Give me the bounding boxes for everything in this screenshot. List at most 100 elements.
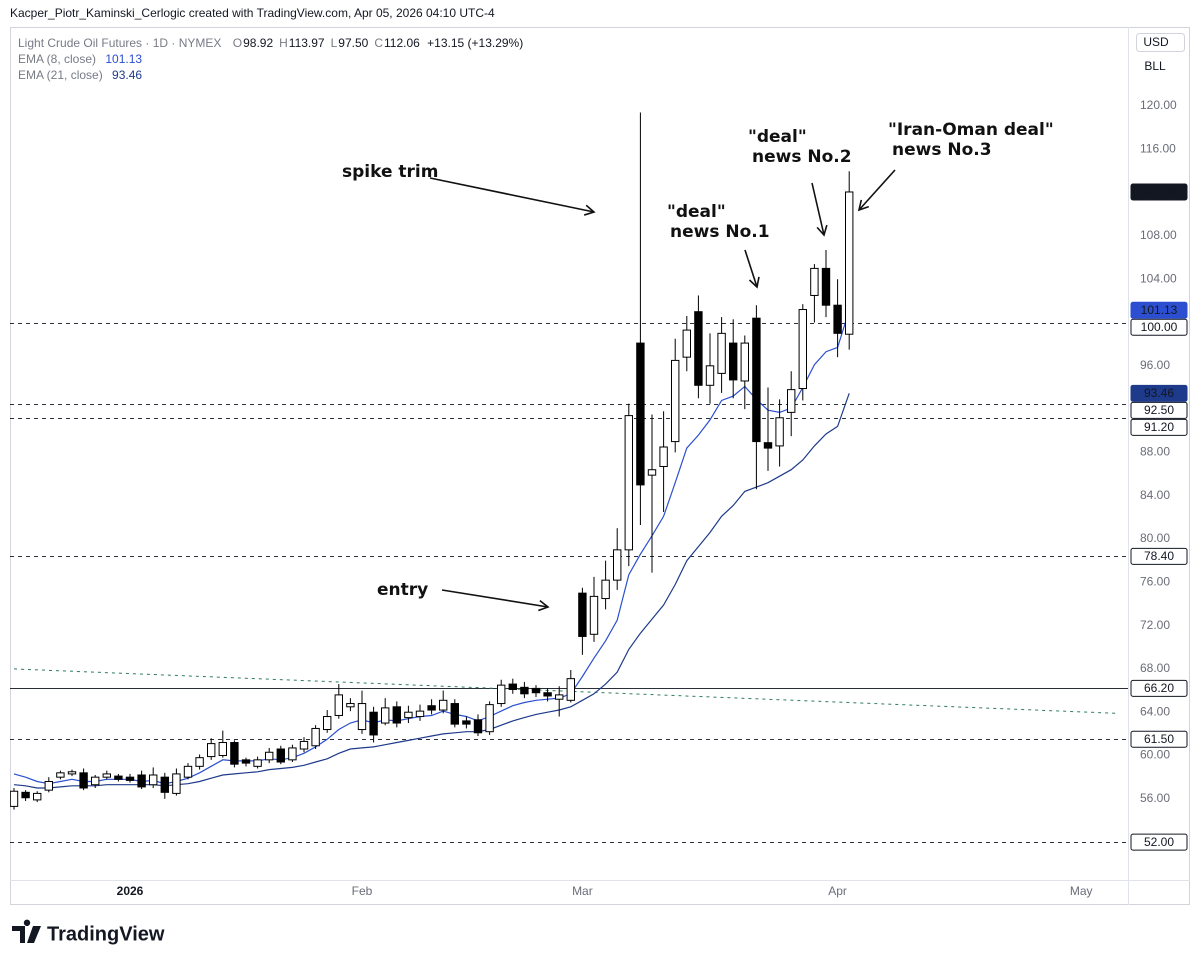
candle-body	[10, 790, 19, 807]
candle-body	[392, 706, 402, 724]
candle-body	[44, 780, 53, 791]
y-tick-label: 96.00	[1140, 358, 1170, 372]
y-tick-label: 64.00	[1140, 704, 1170, 718]
currency-button[interactable]	[1136, 33, 1185, 52]
candle-body	[218, 742, 228, 757]
currency[interactable]: USD	[1143, 35, 1169, 49]
arrow	[429, 177, 596, 216]
candle-body	[415, 710, 425, 718]
candle-body	[543, 692, 552, 697]
candle-body	[369, 711, 378, 736]
trendline	[13, 668, 1117, 714]
candle-body	[299, 740, 309, 750]
candle-body	[647, 469, 657, 476]
ohlc-value: 113.97	[289, 36, 325, 50]
price-label-box	[1130, 547, 1188, 565]
symbol-legend: Light Crude Oil Futures · 1D · NYMEX O98…	[18, 36, 523, 50]
price-label-box	[1130, 318, 1188, 336]
candle-body	[578, 592, 587, 637]
candle-body	[114, 775, 123, 780]
candle-body	[763, 442, 773, 449]
price-label: 92.50	[1144, 403, 1174, 417]
y-tick-label: 108.00	[1140, 228, 1177, 242]
candle-body	[485, 704, 494, 733]
price-label-box	[1130, 833, 1188, 851]
candle-body	[21, 791, 30, 799]
candle-body	[91, 776, 100, 786]
y-tick-label: 56.00	[1140, 791, 1170, 805]
ohlc-key: L	[331, 36, 338, 50]
price-label: 78.40	[1144, 549, 1174, 563]
ema-legend: EMA (8, close) 101.13	[18, 52, 142, 66]
candle-body	[508, 683, 518, 690]
attribution: Kacper_Piotr_Kaminski_Cerlogic created w…	[10, 6, 495, 20]
annotation: "Iran-Oman deal"	[888, 120, 1054, 140]
candle-body	[624, 415, 633, 551]
candle-body	[230, 742, 239, 765]
chart-frame	[10, 27, 1190, 905]
candle-body	[439, 699, 448, 711]
price-label: 66.20	[1144, 681, 1174, 695]
candle-body	[160, 776, 170, 793]
candle-body	[357, 703, 367, 731]
candle-body	[253, 759, 262, 767]
y-tick-label: 72.00	[1140, 618, 1170, 632]
candle-body	[497, 684, 506, 705]
candle-body	[323, 716, 332, 731]
price-label-box	[1130, 418, 1188, 436]
unit: BLL	[1144, 59, 1166, 73]
candle-body	[636, 342, 645, 486]
candle-body	[265, 751, 274, 761]
candle-body	[137, 774, 146, 788]
candle-body	[195, 757, 204, 767]
price-label-box	[1130, 183, 1188, 201]
logo-mark	[12, 919, 41, 943]
annotation-arrows	[429, 169, 896, 612]
y-tick-label: 104.00	[1140, 271, 1177, 285]
symbol-title: Light Crude Oil Futures · 1D · NYMEX	[18, 36, 221, 50]
price-label-box	[1130, 301, 1188, 319]
candle-body	[566, 678, 575, 701]
ohlc-value: 98.92	[243, 36, 273, 50]
ohlc-value: 97.50	[338, 36, 368, 50]
candle-body	[705, 365, 715, 386]
legend-name: EMA (8, close)	[18, 52, 96, 66]
candle-body	[427, 705, 436, 711]
y-tick-label: 80.00	[1140, 531, 1170, 545]
candle-body	[33, 792, 42, 801]
candle-body	[729, 342, 738, 381]
candle-body	[589, 595, 599, 635]
candle-body	[694, 311, 703, 386]
change: +13.15 (+13.29%)	[427, 36, 523, 50]
candle-body	[775, 417, 784, 447]
candle-body	[740, 342, 749, 382]
price-label-box	[1130, 384, 1188, 402]
x-tick-label: Apr	[828, 884, 847, 898]
candle-body	[659, 446, 668, 467]
candle-body	[288, 747, 297, 761]
annotation: entry	[377, 580, 428, 600]
candle-body	[67, 771, 77, 775]
price-label: 52.00	[1144, 835, 1174, 849]
candle-body	[207, 743, 216, 758]
brand-logo: TradingView	[12, 919, 165, 945]
price-label-box	[1130, 401, 1188, 419]
brand: TradingView	[47, 923, 165, 945]
candle-body	[798, 309, 807, 390]
candle-body	[404, 711, 413, 719]
x-tick-label: 2026	[117, 884, 144, 898]
price-label: 100.00	[1141, 320, 1178, 334]
candle-body	[241, 759, 251, 764]
candle-body	[450, 703, 460, 725]
ohlc-value: 112.06	[384, 36, 420, 50]
y-tick-label: 76.00	[1140, 574, 1170, 588]
y-tick-label: 84.00	[1140, 488, 1170, 502]
x-tick-label: Feb	[352, 884, 373, 898]
candle-body	[787, 389, 796, 413]
candle-body	[520, 686, 529, 695]
ohlc-legend: O98.92 H113.97 L97.50 C112.06	[233, 36, 420, 50]
annotation: "deal"	[667, 202, 726, 222]
candle-body	[613, 549, 622, 581]
